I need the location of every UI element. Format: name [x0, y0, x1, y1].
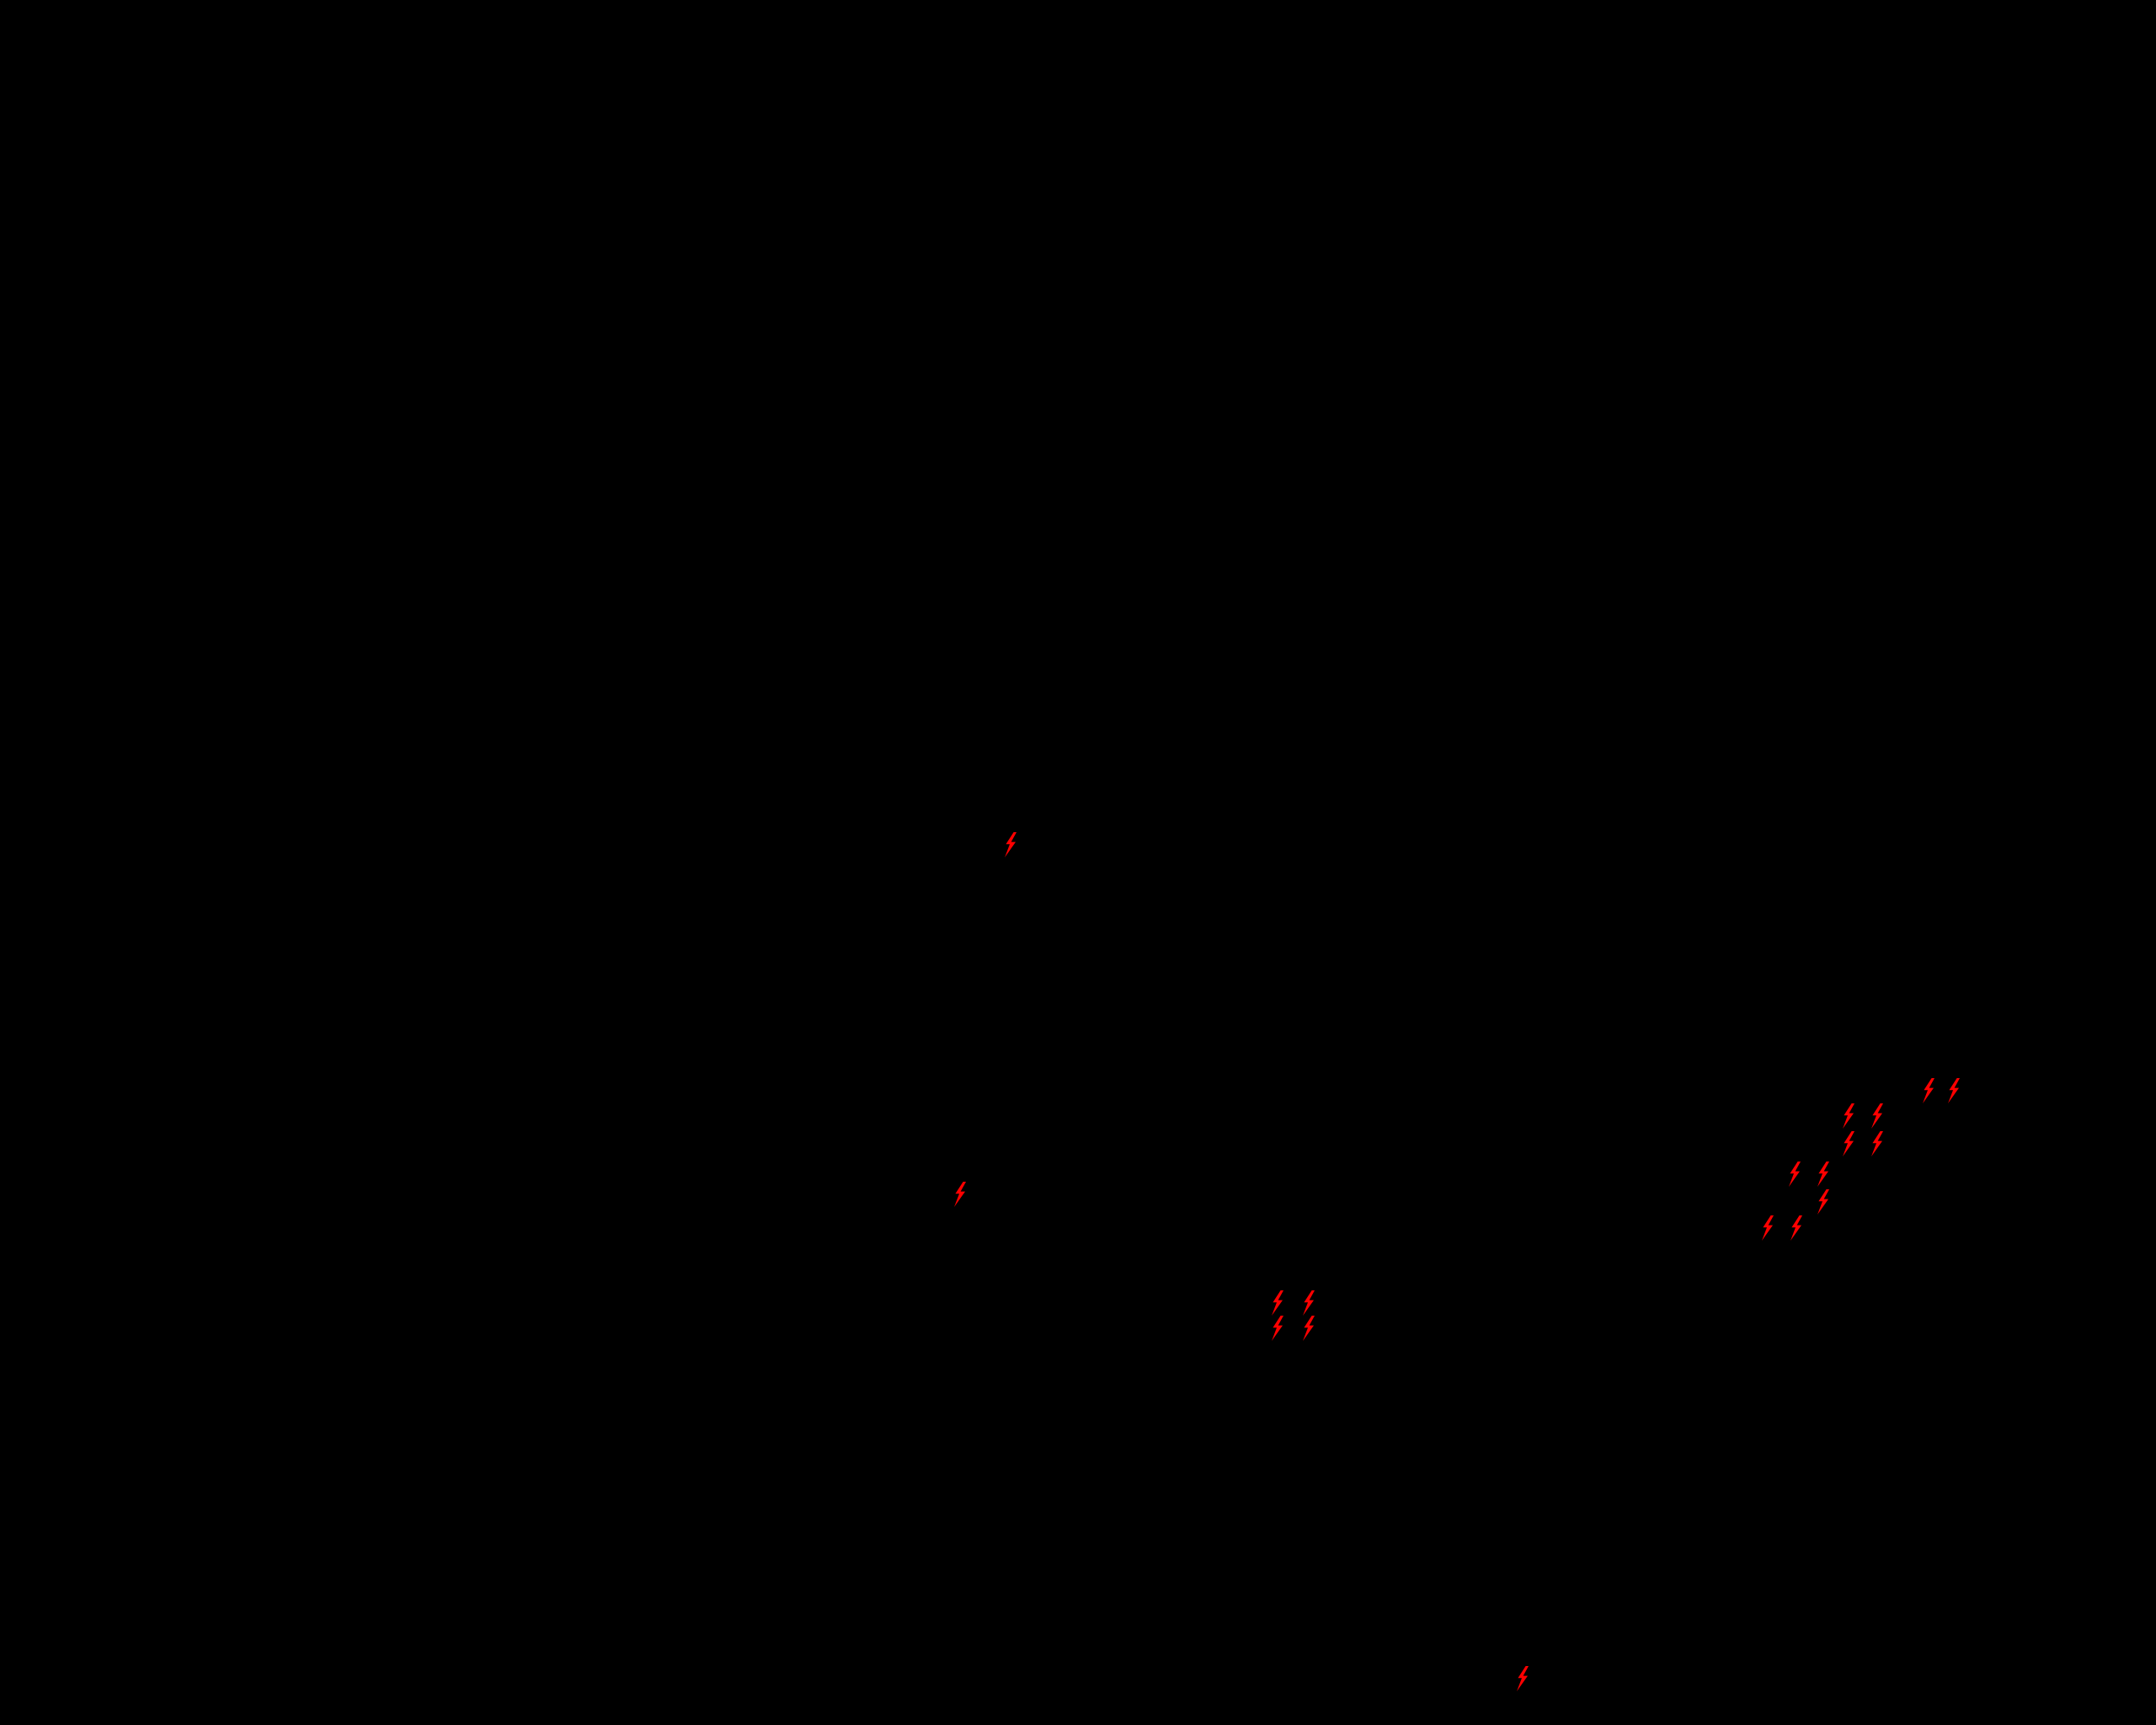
lightning-bolt-icon[interactable] — [1946, 1078, 1961, 1103]
lightning-bolt-icon[interactable] — [1816, 1189, 1831, 1215]
lightning-bolt-icon[interactable] — [1841, 1131, 1856, 1156]
lightning-bolt-icon[interactable] — [1870, 1131, 1885, 1156]
lightning-bolt-icon-glyph — [1923, 1078, 1935, 1103]
lightning-bolt-icon[interactable] — [1870, 1103, 1885, 1129]
lightning-bolt-icon-glyph — [1871, 1131, 1883, 1156]
lightning-bolt-icon[interactable] — [1003, 832, 1018, 857]
lightning-bolt-icon[interactable] — [1816, 1162, 1831, 1187]
lightning-bolt-icon-glyph — [1948, 1078, 1960, 1103]
lightning-bolt-icon[interactable] — [1270, 1290, 1285, 1316]
lightning-bolt-icon-glyph — [1272, 1290, 1283, 1316]
lightning-bolt-icon-glyph — [1817, 1189, 1829, 1215]
lightning-bolt-icon-glyph — [1303, 1290, 1315, 1316]
lightning-bolt-icon-glyph — [1303, 1316, 1315, 1341]
lightning-bolt-icon-glyph — [1005, 832, 1017, 857]
lightning-bolt-icon[interactable] — [1789, 1215, 1804, 1241]
lightning-bolt-icon-glyph — [1762, 1215, 1774, 1241]
lightning-bolt-icon[interactable] — [1301, 1316, 1316, 1341]
lightning-bolt-icon[interactable] — [1921, 1078, 1936, 1103]
lightning-bolt-icon[interactable] — [1841, 1103, 1856, 1129]
lightning-bolt-icon[interactable] — [1515, 1666, 1530, 1691]
lightning-bolt-icon[interactable] — [1787, 1162, 1802, 1187]
lightning-bolt-icon[interactable] — [1760, 1215, 1775, 1241]
lightning-bolt-icon-glyph — [1871, 1103, 1883, 1129]
lightning-bolt-icon-glyph — [1843, 1103, 1854, 1129]
lightning-bolt-icon-glyph — [1790, 1215, 1802, 1241]
lightning-bolt-icon-glyph — [1843, 1131, 1854, 1156]
lightning-bolt-icon-glyph — [1817, 1162, 1829, 1187]
lightning-bolt-icon-glyph — [1789, 1162, 1801, 1187]
lightning-bolt-icon-glyph — [1272, 1316, 1283, 1341]
lightning-bolt-icon[interactable] — [953, 1182, 968, 1207]
lightning-bolt-icon[interactable] — [1301, 1290, 1316, 1316]
lightning-bolt-icon[interactable] — [1270, 1316, 1285, 1341]
lightning-bolt-icon-glyph — [1517, 1666, 1529, 1691]
lightning-bolt-icon-glyph — [954, 1182, 966, 1207]
